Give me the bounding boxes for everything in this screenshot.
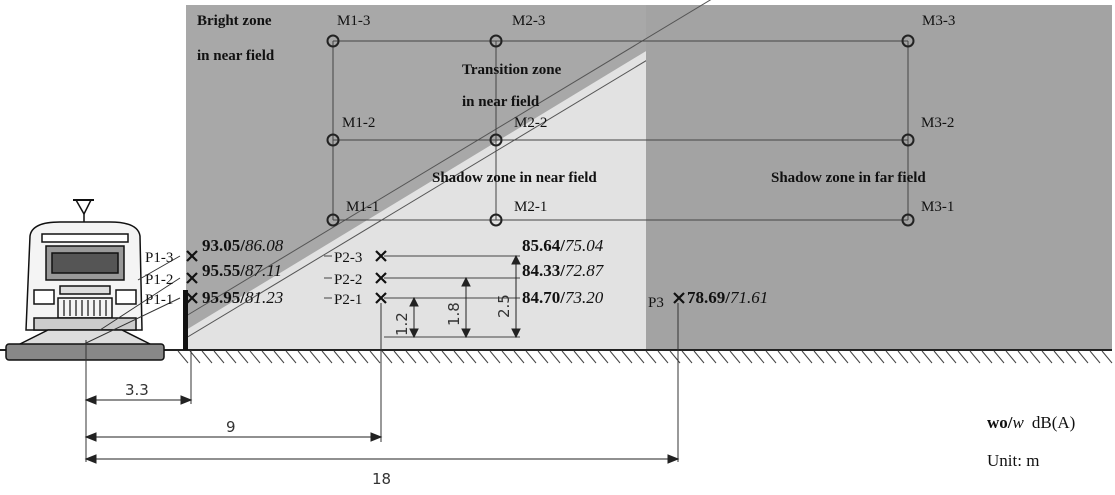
zone-labels: Bright zone in near field Transition zon… xyxy=(197,13,926,186)
p1-3-label: P1-3 xyxy=(145,250,173,266)
mic-m2-2-label: M2-2 xyxy=(514,115,547,131)
mic-grid xyxy=(332,40,909,221)
shadow-near-zone-label: Shadow zone in near field xyxy=(432,170,597,186)
distance-dimensions xyxy=(84,395,680,464)
mic-m2-1-label: M2-1 xyxy=(514,199,547,215)
mic-m3-3-label: M3-3 xyxy=(922,13,955,29)
zone-backgrounds xyxy=(185,0,1112,350)
legend-unit-m: Unit: m xyxy=(987,451,1039,470)
p2-3-marker xyxy=(375,250,387,262)
transition-zone-label-line1: Transition zone xyxy=(462,62,562,78)
mic-m3-1-label: M3-1 xyxy=(921,199,954,215)
p-labels: P1-3 P1-2 P1-1 P2-3 P2-2 P2-1 P3 xyxy=(145,250,664,311)
ground xyxy=(0,349,1113,364)
train-icon xyxy=(5,199,165,361)
zone-boundary-line xyxy=(185,0,712,317)
mic-m3-3-marker xyxy=(901,34,915,48)
mic-m1-3-marker xyxy=(326,34,340,48)
distance-label-2: 9 xyxy=(226,418,236,436)
p1-3-marker xyxy=(186,250,198,262)
distance-label-3: 18 xyxy=(372,470,391,488)
p1-leader-lines xyxy=(83,255,181,345)
p1-1-label: P1-1 xyxy=(145,292,173,308)
p2-2-marker xyxy=(375,272,387,284)
bright-zone-label-line1: Bright zone xyxy=(197,13,272,29)
far-field-zone xyxy=(646,5,1112,350)
p3-value: 78.69/71.61 xyxy=(687,288,768,307)
zone-boundary-line xyxy=(186,60,646,339)
shadow-far-zone-label: Shadow zone in far field xyxy=(771,170,926,186)
legend: wo/w dB(A) Unit: m xyxy=(987,413,1075,470)
p3-label: P3 xyxy=(648,295,664,311)
bright-zone-label-line2: in near field xyxy=(197,48,275,64)
height-label-1: 1.2 xyxy=(393,312,411,336)
height-label-2: 1.8 xyxy=(445,302,463,326)
p2-1-label: P2-1 xyxy=(334,292,362,308)
distance-extension-lines xyxy=(85,303,679,462)
p2-2-value: 84.33/72.87 xyxy=(522,261,605,280)
mic-m2-3-marker xyxy=(489,34,503,48)
transition-zone-label-line2: in near field xyxy=(462,94,540,110)
noise-barrier xyxy=(183,290,188,350)
mic-m1-1-marker xyxy=(326,213,340,227)
level-values: 93.05/86.08 95.55/87.11 95.95/81.23 85.6… xyxy=(202,236,768,307)
p3-marker xyxy=(673,292,685,304)
mic-m1-2-label: M1-2 xyxy=(342,115,375,131)
p2-leader-lines xyxy=(324,255,520,338)
legend-units: wo/w dB(A) xyxy=(987,413,1075,432)
mic-m3-2-label: M3-2 xyxy=(921,115,954,131)
p2-3-value: 85.64/75.04 xyxy=(522,236,604,255)
mic-labels: M1-3 M2-3 M3-3 M1-2 M2-2 M3-2 M1-1 M2-1 … xyxy=(337,13,955,215)
mic-m2-3-label: M2-3 xyxy=(512,13,545,29)
measure-crosses xyxy=(186,250,685,304)
mic-m3-2-marker xyxy=(901,133,915,147)
distance-label-1: 3.3 xyxy=(125,381,149,399)
height-dimensions xyxy=(409,254,521,339)
mic-m2-2-marker xyxy=(489,133,503,147)
p1-2-label: P1-2 xyxy=(145,272,173,288)
mic-markers xyxy=(326,34,915,227)
p2-2-label: P2-2 xyxy=(334,272,362,288)
p1-1-marker xyxy=(186,292,198,304)
p1-1-value: 95.95/81.23 xyxy=(202,288,283,307)
mic-m2-1-marker xyxy=(489,213,503,227)
p2-1-value: 84.70/73.20 xyxy=(522,288,604,307)
p1-2-marker xyxy=(186,272,198,284)
p2-1-marker xyxy=(375,292,387,304)
mic-m1-1-label: M1-1 xyxy=(346,199,379,215)
bright-zone-shape xyxy=(186,5,646,330)
mic-m3-1-marker xyxy=(901,213,915,227)
p2-3-label: P2-3 xyxy=(334,250,362,266)
height-label-3: 2.5 xyxy=(495,294,513,318)
p1-3-value: 93.05/86.08 xyxy=(202,236,284,255)
mic-m1-2-marker xyxy=(326,133,340,147)
p1-2-value: 95.55/87.11 xyxy=(202,261,282,280)
mic-m1-3-label: M1-3 xyxy=(337,13,370,29)
